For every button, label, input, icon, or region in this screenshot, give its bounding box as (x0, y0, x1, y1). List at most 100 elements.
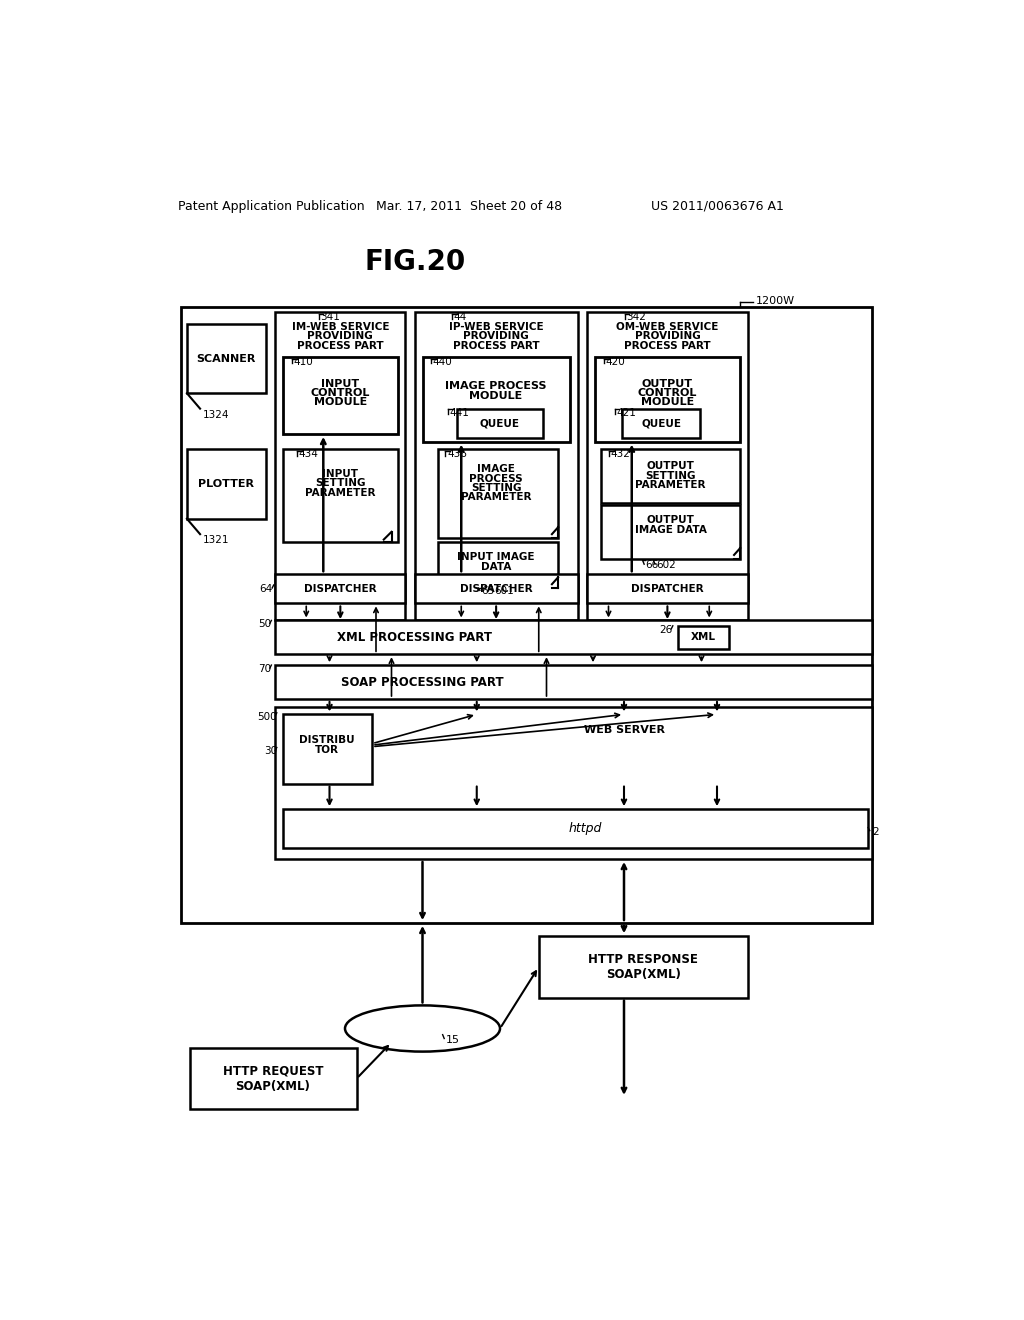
Bar (623, 409, 700, 438)
Text: Mar. 17, 2011  Sheet 20 of 48: Mar. 17, 2011 Sheet 20 of 48 (376, 199, 562, 213)
Bar (283, 714, 372, 784)
Text: IMAGE PROCESS: IMAGE PROCESS (445, 381, 547, 391)
Text: 70: 70 (258, 664, 271, 675)
Bar (275, 620, 872, 655)
Text: DISPATCHER: DISPATCHER (631, 583, 703, 594)
Bar (275, 313, 406, 620)
Text: 500: 500 (257, 711, 276, 722)
Text: 64: 64 (259, 583, 272, 594)
Text: XML PROCESSING PART: XML PROCESSING PART (337, 631, 493, 644)
Bar (587, 313, 748, 620)
Text: MODULE: MODULE (641, 397, 694, 408)
Text: 15: 15 (445, 1035, 460, 1045)
Text: 440: 440 (432, 356, 453, 367)
Text: HTTP RESPONSE: HTTP RESPONSE (589, 953, 698, 966)
Text: QUEUE: QUEUE (641, 418, 681, 428)
Text: 50: 50 (258, 619, 271, 630)
Text: 420: 420 (605, 356, 625, 367)
Text: 2: 2 (872, 828, 879, 837)
Text: 26: 26 (659, 624, 673, 635)
Text: PROCESS PART: PROCESS PART (297, 341, 384, 351)
Text: 441: 441 (450, 408, 469, 417)
Text: SOAP(XML): SOAP(XML) (236, 1080, 310, 1093)
Text: 30: 30 (263, 746, 276, 756)
Text: TOR: TOR (315, 744, 339, 755)
Text: 410: 410 (293, 356, 312, 367)
Text: PROVIDING: PROVIDING (635, 331, 700, 342)
Text: Patent Application Publication: Patent Application Publication (178, 199, 365, 213)
Text: INPUT: INPUT (322, 379, 359, 389)
Bar (415, 574, 578, 603)
Bar (180, 308, 872, 923)
Text: WEB SERVER: WEB SERVER (584, 725, 665, 735)
Text: 1324: 1324 (203, 409, 229, 420)
Text: XML: XML (690, 632, 716, 643)
Bar (438, 449, 558, 539)
Text: DISTRIBU: DISTRIBU (299, 735, 355, 744)
Text: 1321: 1321 (203, 535, 229, 545)
Bar (678, 626, 729, 649)
Text: CONTROL: CONTROL (638, 388, 697, 399)
Text: PARAMETER: PARAMETER (635, 480, 706, 490)
Text: SOAP(XML): SOAP(XML) (606, 968, 681, 981)
Text: QUEUE: QUEUE (480, 418, 520, 428)
Text: PLOTTER: PLOTTER (199, 479, 254, 490)
Text: PROVIDING: PROVIDING (307, 331, 373, 342)
Bar (187, 323, 266, 393)
Text: 432: 432 (611, 449, 631, 459)
Bar (458, 409, 543, 438)
Text: PROCESS PART: PROCESS PART (453, 341, 540, 351)
Text: CONTROL: CONTROL (310, 388, 370, 399)
Text: 602: 602 (656, 560, 676, 570)
Text: US 2011/0063676 A1: US 2011/0063676 A1 (650, 199, 783, 213)
Text: 421: 421 (616, 408, 636, 417)
Bar (438, 543, 558, 589)
Text: IM-WEB SERVICE: IM-WEB SERVICE (292, 322, 389, 333)
Text: OUTPUT: OUTPUT (642, 379, 693, 389)
Bar (539, 936, 748, 998)
Bar (423, 356, 569, 442)
Text: 341: 341 (321, 312, 340, 322)
Text: 65: 65 (481, 586, 495, 597)
Text: 1200W: 1200W (756, 296, 795, 306)
Text: PROCESS PART: PROCESS PART (624, 341, 711, 351)
Text: 434: 434 (299, 449, 318, 459)
Text: OUTPUT: OUTPUT (646, 462, 694, 471)
Text: PARAMETER: PARAMETER (461, 492, 531, 502)
Text: SCANNER: SCANNER (197, 354, 256, 363)
Ellipse shape (345, 1006, 500, 1052)
Text: SETTING: SETTING (471, 483, 521, 492)
Bar (283, 809, 868, 847)
Text: OM-WEB SERVICE: OM-WEB SERVICE (616, 322, 719, 333)
Bar (601, 450, 740, 503)
Text: FIG.20: FIG.20 (365, 248, 465, 276)
Bar (275, 706, 872, 859)
Text: SETTING: SETTING (315, 478, 366, 488)
Text: INPUT: INPUT (323, 469, 358, 479)
Text: MODULE: MODULE (469, 391, 522, 400)
Bar (190, 1048, 356, 1109)
Text: DATA: DATA (481, 561, 511, 572)
Text: IMAGE DATA: IMAGE DATA (635, 524, 707, 535)
Text: SETTING: SETTING (645, 471, 695, 480)
Text: 66: 66 (646, 560, 659, 570)
Bar (283, 450, 397, 543)
Bar (601, 506, 740, 558)
Bar (283, 358, 397, 434)
Text: PROCESS: PROCESS (469, 474, 523, 483)
Text: 601: 601 (494, 586, 514, 597)
Text: 44: 44 (454, 312, 467, 322)
Text: IMAGE: IMAGE (477, 465, 515, 474)
Text: 436: 436 (447, 449, 467, 459)
Bar (187, 449, 266, 519)
Text: DISPATCHER: DISPATCHER (460, 583, 532, 594)
Bar (587, 574, 748, 603)
Text: INPUT IMAGE: INPUT IMAGE (458, 552, 535, 562)
Text: IP-WEB SERVICE: IP-WEB SERVICE (449, 322, 544, 333)
Text: 342: 342 (627, 312, 646, 322)
Bar (415, 313, 578, 620)
Text: SOAP PROCESSING PART: SOAP PROCESSING PART (341, 676, 504, 689)
Text: PARAMETER: PARAMETER (305, 487, 376, 498)
Bar (275, 665, 872, 700)
Bar (275, 574, 406, 603)
